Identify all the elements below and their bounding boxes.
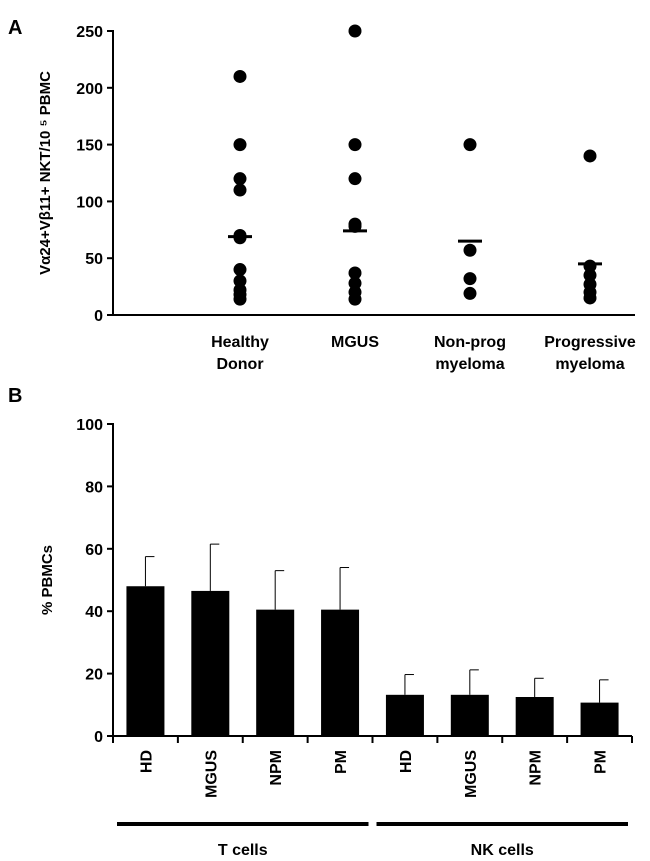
panel-b-category-label: PM	[593, 750, 610, 774]
panel-a-category-label: Healthy	[211, 334, 269, 351]
panel-a-data-point	[348, 138, 362, 152]
panel-b-category-label: MGUS	[463, 750, 480, 798]
panel-b-category-label: HD	[398, 750, 415, 773]
panel-a-data-point	[463, 286, 477, 300]
panel-b-bar	[191, 590, 230, 736]
panel-b-group-label: NK cells	[471, 842, 534, 859]
panel-a-data-point	[348, 172, 362, 186]
panel-a-letter: A	[8, 17, 22, 39]
panel-a-data-point	[463, 243, 477, 257]
panel-a-category-label: myeloma	[555, 356, 624, 373]
panel-a-y-tick-label: 150	[76, 138, 103, 155]
panel-a-data-point	[233, 69, 247, 83]
panel-a-data-point	[583, 291, 597, 305]
panel-b-bar	[256, 609, 295, 736]
panel-a-data-point	[233, 263, 247, 277]
panel-a-scatter-plot: 0 50 100 150 200 250 Vα24+Vβ11+ NKT/10 ⁵ PBMC H…	[37, 24, 636, 373]
panel-a-data-point	[233, 172, 247, 186]
panel-a-data-point	[233, 183, 247, 197]
panel-a-data-point	[348, 266, 362, 280]
panel-a-data-point	[463, 272, 477, 286]
panel-b-category-label: MGUS	[203, 750, 220, 798]
panel-a-data-point	[348, 24, 362, 38]
panel-b-y-tick-label: 60	[85, 542, 103, 559]
panel-a-y-tick-label: 100	[76, 194, 103, 211]
panel-b-y-tick-label: 100	[76, 417, 103, 434]
panel-b-category-label: PM	[333, 750, 350, 774]
panel-a-y-tick-label: 50	[85, 251, 103, 268]
panel-a-y-tick-label: 250	[76, 24, 103, 41]
panel-a-category-label: Progressive	[544, 334, 636, 351]
panel-a-y-tick-label: 0	[94, 308, 103, 325]
panel-a-category-label: Donor	[216, 356, 263, 373]
panel-a-data-point	[583, 149, 597, 163]
panel-b-y-tick-label: 80	[85, 479, 103, 496]
panel-a-category-label: MGUS	[331, 334, 379, 351]
panel-a-data-point	[233, 274, 247, 288]
panel-b-letter: B	[8, 385, 22, 407]
panel-b-bar	[321, 609, 360, 736]
panel-b-group-label: T cells	[218, 842, 268, 859]
panel-b-bar	[515, 697, 554, 736]
panel-b-bar	[126, 586, 165, 736]
panel-a-data-point	[348, 292, 362, 306]
panel-a-category-label: myeloma	[435, 356, 504, 373]
panel-b-y-tick-label: 0	[94, 729, 103, 746]
panel-a-category-label: Non-prog	[434, 334, 506, 351]
panel-b-y-tick-label: 20	[85, 667, 103, 684]
panel-b-bar	[580, 702, 619, 736]
panel-a-data-point	[463, 138, 477, 152]
panel-a-y-axis-label: Vα24+Vβ11+ NKT/10 ⁵ PBMC	[37, 71, 54, 275]
panel-b-bar	[385, 694, 424, 736]
panel-a-data-point	[233, 292, 247, 306]
panel-b-y-tick-label: 40	[85, 604, 103, 621]
panel-a-data-point	[233, 138, 247, 152]
panel-b-bar	[450, 694, 489, 736]
panel-a-data-point	[583, 268, 597, 282]
panel-b-bar-chart: 0 20 40 60 80 100 % PBMCs HD MGUS NPM PM HD MGUS NPM P…	[39, 417, 633, 859]
panel-b-category-label: NPM	[528, 750, 545, 786]
panel-b-category-label: HD	[138, 750, 155, 773]
panel-b-y-axis-label: % PBMCs	[39, 545, 56, 615]
panel-b-category-label: NPM	[268, 750, 285, 786]
panel-a-y-tick-label: 200	[76, 81, 103, 98]
panel-a-data-point	[348, 276, 362, 290]
